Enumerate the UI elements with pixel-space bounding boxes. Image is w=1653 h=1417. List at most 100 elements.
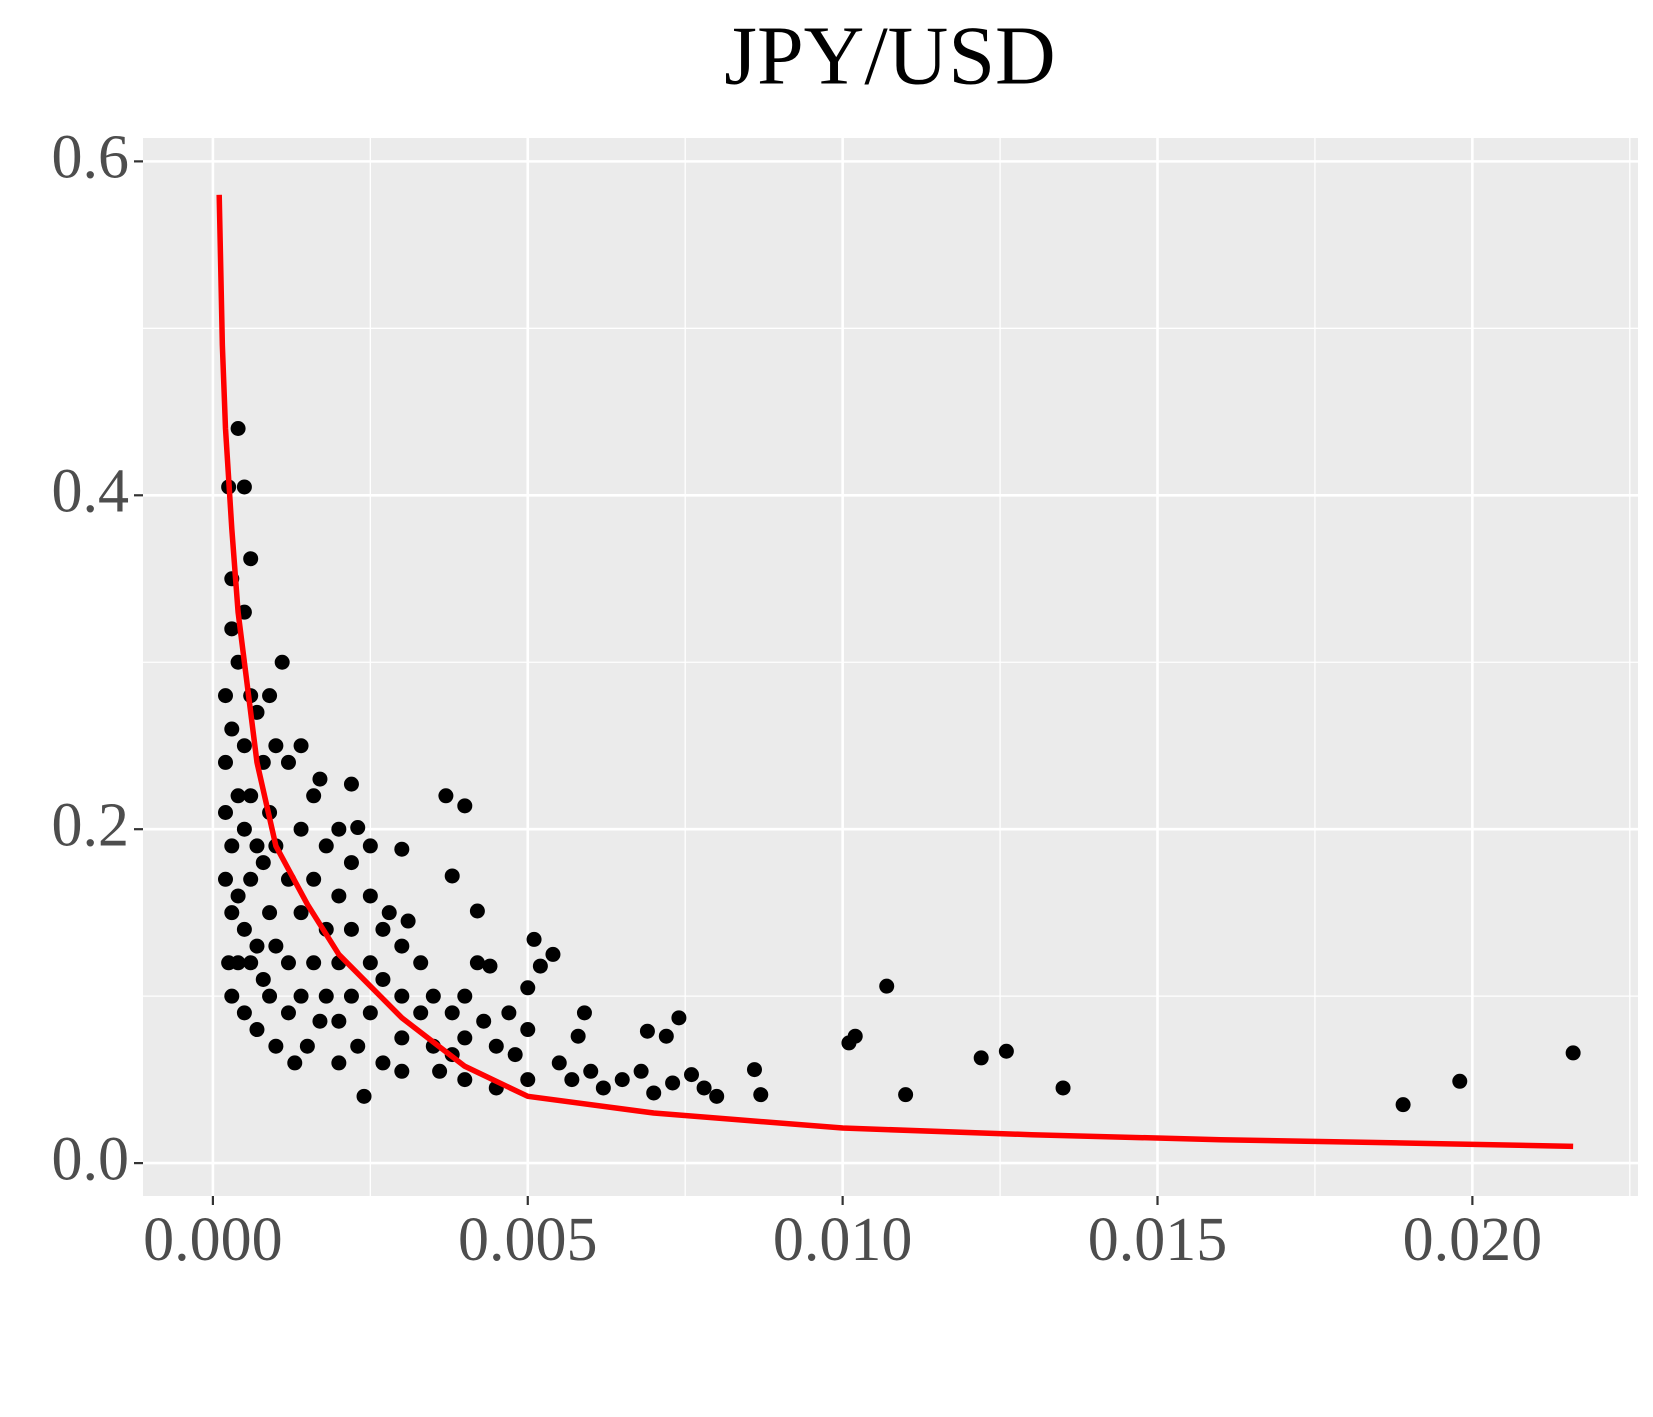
point <box>350 820 366 836</box>
point <box>268 938 284 954</box>
point <box>249 938 265 954</box>
point <box>413 1005 429 1021</box>
point <box>268 1038 284 1054</box>
x-tick-label: 0.010 <box>773 1206 913 1274</box>
point <box>280 754 296 770</box>
point <box>394 1063 410 1079</box>
point <box>262 988 278 1004</box>
point <box>614 1072 630 1088</box>
x-tick-label: 0.005 <box>458 1206 598 1274</box>
point <box>526 931 542 947</box>
point <box>457 798 473 814</box>
point <box>331 821 347 837</box>
point <box>343 988 359 1004</box>
point <box>520 1072 536 1088</box>
point <box>343 776 359 792</box>
point <box>394 841 410 857</box>
point <box>224 838 240 854</box>
point <box>520 980 536 996</box>
point <box>583 1063 599 1079</box>
point <box>217 805 233 821</box>
point <box>243 551 259 567</box>
point <box>564 1072 580 1088</box>
fit-line <box>216 194 1574 1150</box>
point <box>217 871 233 887</box>
point <box>501 1005 517 1021</box>
point <box>243 955 259 971</box>
point <box>362 888 378 904</box>
point <box>444 868 460 884</box>
point <box>381 905 397 921</box>
point <box>696 1080 712 1096</box>
point <box>243 788 259 804</box>
point <box>230 788 246 804</box>
point <box>318 838 334 854</box>
point <box>268 738 284 754</box>
point <box>236 738 252 754</box>
point <box>249 1022 265 1038</box>
y-tick-label: 0.0 <box>52 1125 130 1193</box>
point <box>280 1005 296 1021</box>
point <box>444 1005 460 1021</box>
point <box>306 955 322 971</box>
point <box>520 1022 536 1038</box>
point <box>224 988 240 1004</box>
point <box>570 1028 586 1044</box>
point <box>287 1055 303 1071</box>
point <box>331 888 347 904</box>
point <box>394 988 410 1004</box>
point <box>753 1087 769 1103</box>
point <box>362 838 378 854</box>
point <box>362 955 378 971</box>
point <box>343 855 359 871</box>
point <box>646 1085 662 1101</box>
point <box>293 738 309 754</box>
point <box>293 821 309 837</box>
point <box>274 654 290 670</box>
point <box>293 988 309 1004</box>
point <box>425 988 441 1004</box>
point <box>684 1067 700 1083</box>
point <box>375 971 391 987</box>
point <box>595 1080 611 1096</box>
point <box>665 1075 681 1091</box>
point <box>551 1055 567 1071</box>
x-tick-label: 0.020 <box>1403 1206 1543 1274</box>
point <box>545 946 561 962</box>
point <box>236 821 252 837</box>
point <box>217 754 233 770</box>
point <box>262 688 278 704</box>
point <box>438 788 454 804</box>
point <box>633 1063 649 1079</box>
point <box>671 1010 687 1026</box>
x-tick-label: 0.015 <box>1088 1206 1228 1274</box>
point <box>343 921 359 937</box>
point <box>457 1072 473 1088</box>
point <box>658 1028 674 1044</box>
y-tick-label: 0.2 <box>52 791 130 859</box>
point <box>841 1035 857 1051</box>
point <box>331 1055 347 1071</box>
point <box>236 1005 252 1021</box>
point <box>306 788 322 804</box>
point <box>1055 1080 1071 1096</box>
y-tick-label: 0.4 <box>52 458 130 526</box>
point <box>413 955 429 971</box>
point <box>1452 1073 1468 1089</box>
point <box>469 903 485 919</box>
point <box>224 905 240 921</box>
point <box>879 978 895 994</box>
point <box>236 479 252 495</box>
point <box>898 1087 914 1103</box>
point <box>746 1062 762 1078</box>
point <box>400 913 416 929</box>
point <box>230 421 246 437</box>
point <box>230 955 246 971</box>
point <box>306 871 322 887</box>
point <box>709 1088 725 1104</box>
point <box>312 1013 328 1029</box>
point <box>331 1013 347 1029</box>
point <box>476 1013 492 1029</box>
point <box>350 1038 366 1054</box>
